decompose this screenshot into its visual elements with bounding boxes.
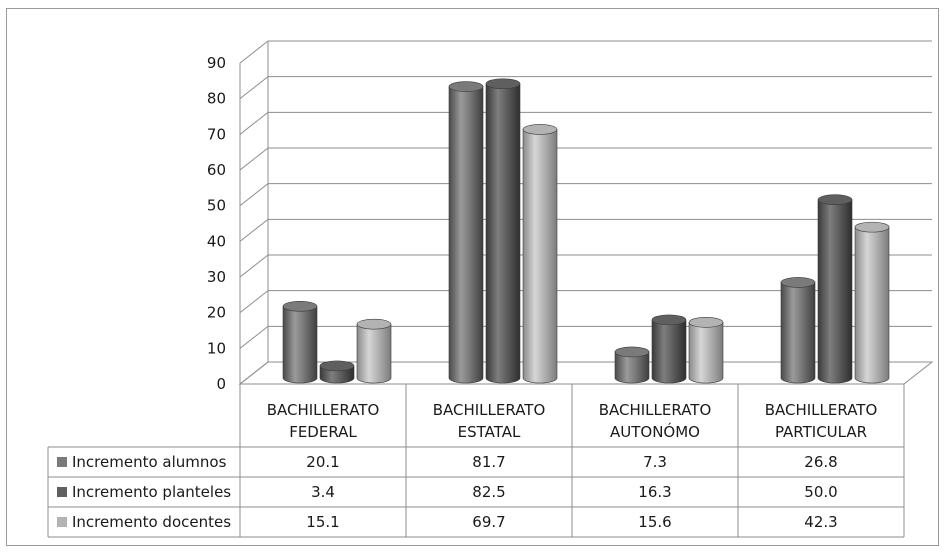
bar-top xyxy=(780,277,816,288)
y-tick-label: 60 xyxy=(207,161,226,179)
bar-top xyxy=(319,360,355,372)
bar xyxy=(448,81,484,384)
legend-label: Incremento planteles xyxy=(72,483,231,501)
gridline-left xyxy=(239,325,269,349)
gridline-left xyxy=(239,40,269,64)
data-label: 3.4 xyxy=(311,483,335,501)
y-tick-label: 70 xyxy=(207,125,226,143)
legend-swatch xyxy=(57,487,67,497)
bar-body xyxy=(780,282,816,384)
y-tick-label: 90 xyxy=(207,54,226,72)
data-label: 81.7 xyxy=(472,453,505,471)
chart-frame xyxy=(6,8,939,546)
data-label: 50.0 xyxy=(804,483,837,501)
bar-body xyxy=(522,129,558,384)
bar-body xyxy=(614,351,650,384)
data-label: 7.3 xyxy=(643,453,667,471)
bar-top xyxy=(485,78,521,90)
bar-top xyxy=(282,301,318,312)
bar-body xyxy=(651,319,687,384)
data-label: 20.1 xyxy=(306,453,339,471)
category-label: ESTATAL xyxy=(458,423,521,441)
bar-top xyxy=(522,124,558,135)
bar xyxy=(688,317,724,384)
gridline-left xyxy=(239,290,269,314)
legend-label: Incremento alumnos xyxy=(72,453,227,471)
y-tick-label: 30 xyxy=(207,268,226,286)
y-tick-label: 20 xyxy=(207,304,226,322)
gridline-left xyxy=(239,218,269,242)
bar-top xyxy=(651,314,687,326)
gridline-left xyxy=(239,76,269,100)
category-label: PARTICULAR xyxy=(775,423,867,441)
bar-body xyxy=(282,306,318,384)
data-table: BACHILLERATO FEDERAL BACHILLERATO ESTATAL BA… xyxy=(47,384,905,538)
bar-body xyxy=(356,323,392,384)
bar-top xyxy=(854,221,890,233)
data-label: 82.5 xyxy=(472,483,505,501)
bar-top xyxy=(448,81,484,92)
bar-top xyxy=(356,318,392,330)
gridline-left xyxy=(239,147,269,171)
legend-swatch xyxy=(57,457,67,467)
data-label: 16.3 xyxy=(638,483,671,501)
category-label: FEDERAL xyxy=(289,423,357,441)
bar-body xyxy=(854,226,890,384)
gridline-left xyxy=(239,183,269,207)
y-tick-label: 50 xyxy=(207,197,226,215)
bar xyxy=(651,314,687,384)
category-label: BACHILLERATO xyxy=(433,401,546,419)
y-tick-label: 40 xyxy=(207,232,226,250)
bar-top xyxy=(614,346,650,358)
data-label: 26.8 xyxy=(804,453,837,471)
bar xyxy=(282,301,318,384)
bar-top xyxy=(688,317,724,328)
data-label: 42.3 xyxy=(804,513,837,531)
bar xyxy=(485,78,521,384)
bar xyxy=(854,221,890,384)
bar-body xyxy=(448,86,484,384)
floor xyxy=(238,361,934,385)
data-label: 15.6 xyxy=(638,513,671,531)
bar xyxy=(817,194,853,384)
category-label: BACHILLERATO xyxy=(267,401,380,419)
bar-body xyxy=(817,199,853,384)
bar-body xyxy=(688,322,724,384)
bar xyxy=(319,360,355,384)
bar xyxy=(780,277,816,384)
y-tick-label: 10 xyxy=(207,339,226,357)
gridline-left xyxy=(239,254,269,278)
bar xyxy=(522,124,558,384)
gridline-left xyxy=(239,111,269,135)
y-tick-label: 80 xyxy=(207,90,226,108)
bar xyxy=(356,318,392,384)
bar-top xyxy=(817,194,853,205)
bar-body xyxy=(485,83,521,384)
y-tick-label: 0 xyxy=(216,375,226,393)
bars-layer xyxy=(282,78,890,384)
legend-swatch xyxy=(57,517,67,527)
data-label: 15.1 xyxy=(306,513,339,531)
category-label: BACHILLERATO xyxy=(765,401,878,419)
bar xyxy=(614,346,650,384)
legend-label: Incremento docentes xyxy=(72,513,231,531)
category-label: AUTONÓMO xyxy=(610,422,700,441)
category-label: BACHILLERATO xyxy=(599,401,712,419)
data-label: 69.7 xyxy=(472,513,505,531)
